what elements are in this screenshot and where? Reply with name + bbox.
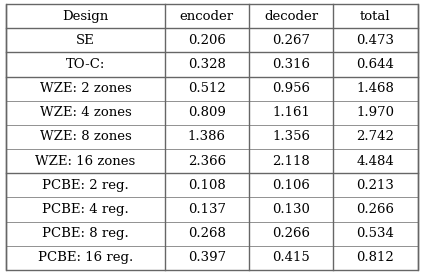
Text: 1.356: 1.356 [272,130,310,144]
Text: decoder: decoder [264,10,318,23]
Text: 1.970: 1.970 [357,106,394,119]
Text: 2.366: 2.366 [188,155,226,168]
Text: PCBE: 4 reg.: PCBE: 4 reg. [42,203,129,216]
Text: WZE: 2 zones: WZE: 2 zones [40,82,131,95]
Text: TO-C:: TO-C: [66,58,105,71]
Text: 0.106: 0.106 [272,179,310,192]
Text: encoder: encoder [180,10,234,23]
Text: 0.108: 0.108 [188,179,226,192]
Text: 1.386: 1.386 [188,130,226,144]
Text: 0.266: 0.266 [357,203,394,216]
Text: 0.956: 0.956 [272,82,310,95]
Text: total: total [360,10,391,23]
Text: 2.118: 2.118 [272,155,310,168]
Text: WZE: 8 zones: WZE: 8 zones [40,130,131,144]
Text: 0.206: 0.206 [188,34,226,47]
Text: 0.137: 0.137 [188,203,226,216]
Text: 4.484: 4.484 [357,155,394,168]
Text: 0.266: 0.266 [272,227,310,240]
Text: WZE: 16 zones: WZE: 16 zones [36,155,136,168]
Text: 0.130: 0.130 [272,203,310,216]
Text: 1.468: 1.468 [357,82,394,95]
Text: 0.644: 0.644 [357,58,394,71]
Text: 0.809: 0.809 [188,106,226,119]
Text: Design: Design [62,10,109,23]
Text: 0.328: 0.328 [188,58,226,71]
Text: 0.213: 0.213 [357,179,394,192]
Text: 0.316: 0.316 [272,58,310,71]
Text: 0.268: 0.268 [188,227,226,240]
Text: 0.512: 0.512 [188,82,226,95]
Text: 1.161: 1.161 [272,106,310,119]
Text: PCBE: 8 reg.: PCBE: 8 reg. [42,227,129,240]
Text: PCBE: 2 reg.: PCBE: 2 reg. [42,179,129,192]
Text: 2.742: 2.742 [357,130,394,144]
Text: 0.415: 0.415 [272,251,310,264]
Text: 0.473: 0.473 [357,34,394,47]
Text: 0.812: 0.812 [357,251,394,264]
Text: 0.534: 0.534 [357,227,394,240]
Text: WZE: 4 zones: WZE: 4 zones [40,106,131,119]
Text: 0.267: 0.267 [272,34,310,47]
Text: SE: SE [76,34,95,47]
Text: PCBE: 16 reg.: PCBE: 16 reg. [38,251,133,264]
Text: 0.397: 0.397 [188,251,226,264]
